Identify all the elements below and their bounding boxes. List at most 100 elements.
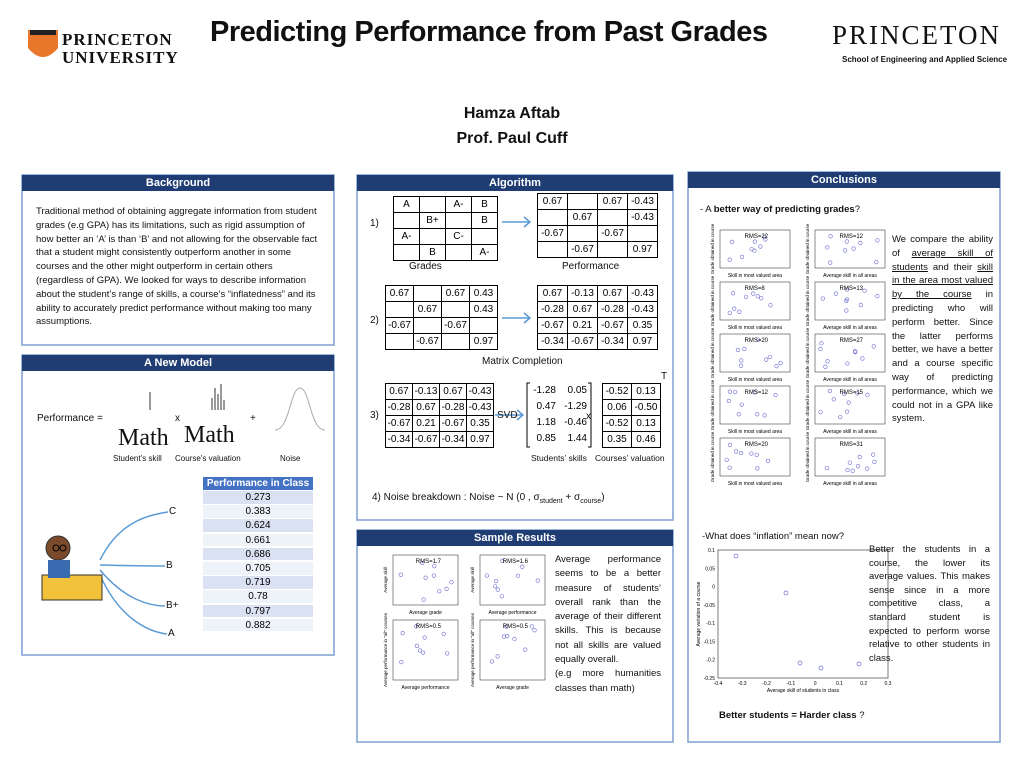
table-cell: -0.34 bbox=[597, 333, 628, 350]
axis-label: Average performance bbox=[402, 685, 450, 691]
axis-label: Grade obtained in course bbox=[805, 223, 810, 274]
table-cell: 0.13 bbox=[631, 415, 661, 432]
bar-icons bbox=[149, 384, 225, 410]
y-tick-label: -0.1 bbox=[706, 621, 715, 627]
grade-label: A bbox=[168, 628, 175, 639]
table-cell: 0.35 bbox=[627, 317, 658, 334]
table-cell bbox=[413, 285, 442, 302]
plot-point bbox=[399, 659, 404, 665]
step: 2) bbox=[370, 315, 379, 326]
plot-point bbox=[432, 564, 437, 569]
table-cell: -0.67 bbox=[385, 317, 414, 334]
plot-point bbox=[733, 389, 738, 395]
table-cell: 0.67 bbox=[537, 193, 568, 210]
table-cell: -0.13 bbox=[412, 383, 440, 400]
title: Predicting Performance from Past Grades bbox=[210, 16, 768, 48]
plot-point bbox=[847, 460, 852, 465]
plot-point bbox=[754, 452, 759, 457]
table-cell: -0.67 bbox=[441, 317, 470, 334]
plot-point bbox=[727, 389, 733, 394]
table-cell: -0.13 bbox=[567, 285, 598, 302]
footer-question: Better students = Harder class ? bbox=[719, 710, 865, 721]
plot-point bbox=[844, 297, 850, 302]
plot-point bbox=[818, 410, 823, 415]
plot-point bbox=[398, 572, 403, 577]
plot-point bbox=[421, 597, 426, 602]
plot-point bbox=[739, 358, 744, 363]
table-cell: -0.43 bbox=[627, 209, 658, 226]
table-cell: 0.35 bbox=[466, 415, 494, 432]
text: (e.g more humanities classes than math) bbox=[555, 668, 661, 694]
plot-frame bbox=[719, 333, 791, 373]
table-row: 0.705 bbox=[203, 562, 313, 576]
table-cell: 0.67 bbox=[597, 193, 628, 210]
teacher-icon bbox=[41, 535, 103, 601]
equation: + bbox=[250, 413, 256, 424]
logo-text: UNIVERSITY bbox=[62, 48, 179, 67]
plot-point bbox=[727, 257, 732, 262]
plot-point bbox=[819, 341, 824, 346]
table-cell bbox=[393, 244, 420, 261]
plot-frame bbox=[814, 385, 886, 425]
axis-label: Average performance bbox=[489, 610, 537, 616]
y-tick-label: 0 bbox=[712, 585, 715, 591]
section-heading: Conclusions bbox=[688, 172, 1000, 188]
table-cell: -0.67 bbox=[537, 317, 568, 334]
axis-label: Skill in most valued area bbox=[728, 429, 782, 435]
axis-label: Average skill bbox=[383, 567, 388, 592]
plot-point bbox=[845, 361, 850, 366]
section-heading: Background bbox=[22, 175, 334, 191]
paragraph: We compare the ability of average skill … bbox=[892, 233, 993, 426]
plot-point bbox=[739, 254, 745, 259]
table-cell: 0.35 bbox=[602, 431, 632, 448]
plot-point bbox=[764, 357, 769, 362]
plot-label: RMS=22 bbox=[745, 234, 769, 240]
axis-label: Grade obtained in course bbox=[805, 379, 810, 430]
table-row: 0.719 bbox=[203, 576, 313, 590]
math: Math bbox=[184, 422, 235, 448]
table-cell bbox=[597, 209, 628, 226]
plot-point bbox=[858, 303, 863, 308]
label: Students’ skills bbox=[531, 453, 587, 463]
table-cell: -0.67 bbox=[567, 333, 598, 350]
table-header: Performance in Class bbox=[203, 477, 313, 490]
table-cell: -0.43 bbox=[627, 193, 658, 210]
plot-point bbox=[828, 234, 833, 239]
plot-point bbox=[865, 392, 870, 397]
plot-point bbox=[845, 467, 850, 473]
plot-point bbox=[420, 650, 426, 655]
y-tick-label: -0.15 bbox=[704, 639, 716, 645]
plot-point bbox=[444, 586, 449, 591]
table-cell bbox=[413, 317, 442, 334]
table-cell: 0.67 bbox=[413, 301, 442, 318]
table-cell: -0.67 bbox=[567, 241, 598, 258]
plot-point bbox=[520, 564, 525, 569]
table-cell: -0.52 bbox=[602, 383, 632, 400]
plot-label: RMS=20 bbox=[745, 442, 769, 448]
label: Courses’ valuation bbox=[595, 453, 665, 463]
table-cell: 0.06 bbox=[602, 399, 632, 416]
plot-point bbox=[489, 659, 495, 664]
table-row: 0.273 bbox=[203, 491, 313, 505]
axis-label: Skill in most valued area bbox=[728, 325, 782, 331]
x-tick-label: -0.1 bbox=[787, 681, 796, 687]
plot-point bbox=[825, 466, 830, 471]
table-cell: B bbox=[471, 196, 498, 213]
plot-point bbox=[731, 291, 736, 296]
plot-point bbox=[744, 294, 749, 299]
plot-point bbox=[499, 594, 504, 599]
axis-label: Average grade bbox=[496, 685, 529, 691]
table-cell: 0.46 bbox=[631, 431, 661, 448]
x-tick-label: 0.1 bbox=[836, 681, 843, 687]
plot-label: RMS=0.5 bbox=[416, 624, 442, 630]
plot-point bbox=[752, 390, 757, 395]
table-cell: -0.43 bbox=[466, 383, 494, 400]
y-tick-label: 0.05 bbox=[705, 566, 715, 572]
table-cell bbox=[393, 212, 420, 229]
table-cell: 0.67 bbox=[412, 399, 440, 416]
plot-point bbox=[762, 413, 767, 418]
table-cell: -0.34 bbox=[537, 333, 568, 350]
plot-point bbox=[733, 553, 739, 559]
subscript: course bbox=[580, 498, 602, 505]
table-cell: 0.67 bbox=[567, 209, 598, 226]
